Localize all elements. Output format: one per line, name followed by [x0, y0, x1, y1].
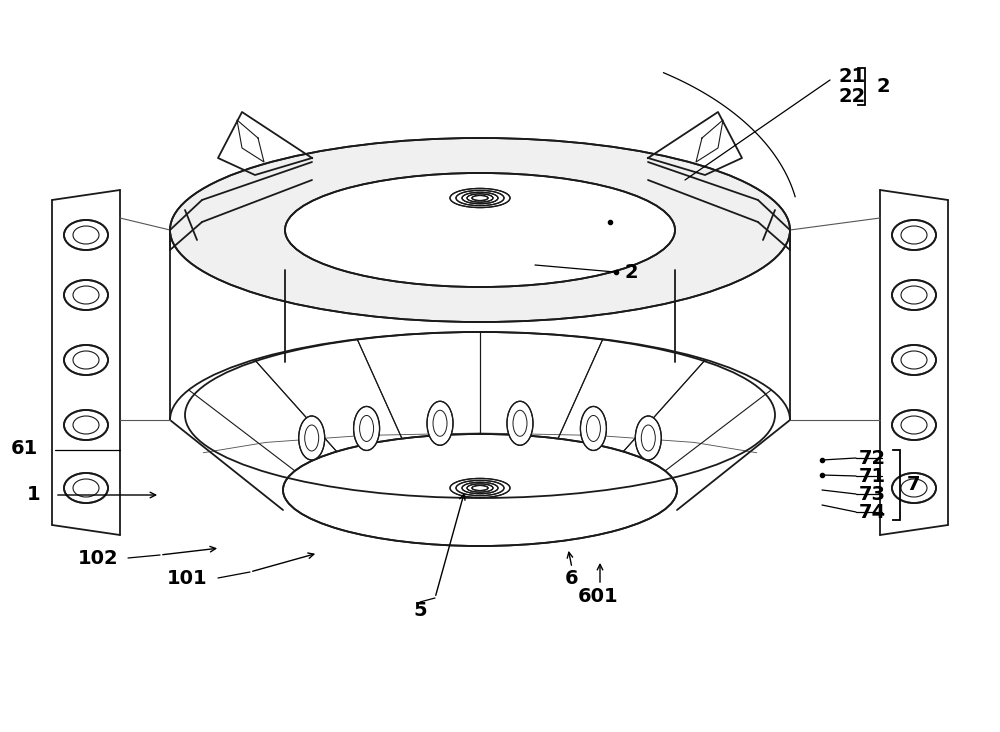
Ellipse shape	[892, 345, 936, 375]
Text: 22: 22	[838, 86, 865, 105]
Ellipse shape	[64, 410, 108, 440]
Ellipse shape	[580, 406, 606, 450]
Text: 21: 21	[838, 67, 865, 86]
Text: 2: 2	[624, 263, 638, 282]
Ellipse shape	[64, 280, 108, 310]
Ellipse shape	[472, 485, 488, 490]
Ellipse shape	[467, 194, 493, 202]
Ellipse shape	[462, 193, 498, 203]
Ellipse shape	[456, 480, 504, 496]
Text: 7: 7	[907, 476, 920, 495]
Ellipse shape	[892, 473, 936, 503]
Text: 2: 2	[876, 78, 890, 97]
Text: 72: 72	[859, 449, 886, 468]
Ellipse shape	[456, 190, 504, 206]
Ellipse shape	[892, 410, 936, 440]
Ellipse shape	[450, 479, 510, 498]
Ellipse shape	[170, 138, 790, 322]
Ellipse shape	[467, 484, 493, 492]
Text: 1: 1	[26, 485, 40, 504]
Ellipse shape	[507, 401, 533, 445]
Ellipse shape	[64, 345, 108, 375]
Ellipse shape	[450, 188, 510, 208]
Text: 5: 5	[413, 600, 427, 619]
Ellipse shape	[462, 482, 498, 494]
Ellipse shape	[892, 220, 936, 250]
Text: 102: 102	[77, 548, 118, 567]
Ellipse shape	[472, 195, 488, 201]
Ellipse shape	[64, 473, 108, 503]
Ellipse shape	[892, 280, 936, 310]
Ellipse shape	[427, 401, 453, 445]
Text: 6: 6	[565, 569, 579, 588]
Text: 74: 74	[859, 502, 886, 521]
Ellipse shape	[285, 173, 675, 287]
Text: 61: 61	[11, 438, 38, 458]
Ellipse shape	[354, 406, 380, 450]
Ellipse shape	[635, 416, 661, 460]
Text: 101: 101	[166, 569, 207, 588]
Ellipse shape	[283, 434, 677, 546]
Text: 73: 73	[859, 485, 886, 504]
Ellipse shape	[64, 220, 108, 250]
Text: 601: 601	[578, 588, 618, 607]
Ellipse shape	[299, 416, 325, 460]
Text: 71: 71	[859, 466, 886, 485]
